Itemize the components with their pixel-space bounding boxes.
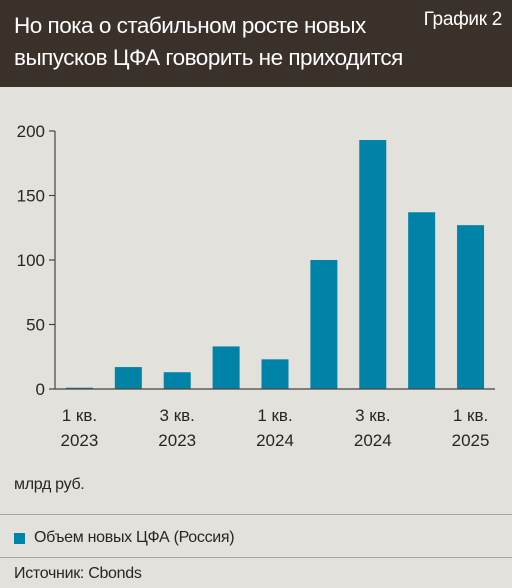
x-tick-label: 3 кв. [160, 406, 195, 425]
x-tick-label: 2024 [354, 431, 392, 450]
bar [457, 225, 485, 389]
x-tick-label: 1 кв. [453, 406, 488, 425]
chart-header: Но пока о стабильном росте новых выпуско… [0, 0, 512, 87]
divider-bottom [0, 557, 512, 558]
x-tick-label: 1 кв. [257, 406, 292, 425]
x-tick-label: 2023 [158, 431, 196, 450]
y-tick-label: 0 [36, 380, 45, 399]
x-tick-label: 2023 [61, 431, 99, 450]
y-tick-label: 50 [26, 316, 45, 335]
bar [408, 212, 436, 389]
bar [65, 387, 93, 389]
chart-title: Но пока о стабильном росте новых выпуско… [14, 13, 403, 70]
bar-chart: 0 50 100 150 200 1 кв. 2023 3 кв. 2023 1 кв. 2024 3… [17, 122, 495, 450]
bar [310, 260, 338, 389]
bar [163, 372, 191, 389]
chart-number: График 2 [423, 9, 503, 30]
divider-top [0, 514, 512, 515]
legend-label: Объем новых ЦФА (Россия) [34, 529, 235, 546]
x-tick-label: 3 кв. [355, 406, 390, 425]
y-tick-label: 150 [17, 187, 45, 206]
y-tick-label: 100 [17, 251, 45, 270]
legend: Объем новых ЦФА (Россия) [14, 528, 235, 548]
bar [359, 140, 387, 389]
x-tick-label: 2024 [256, 431, 294, 450]
legend-swatch [14, 532, 25, 544]
y-axis-unit-label: млрд руб. [14, 476, 85, 493]
source-note: Источник: Cbonds [14, 565, 142, 582]
bar [114, 367, 142, 389]
bar [261, 359, 289, 389]
x-tick-label: 2025 [452, 431, 490, 450]
bar [212, 346, 240, 389]
y-tick-label: 200 [17, 122, 45, 141]
x-tick-label: 1 кв. [62, 406, 97, 425]
